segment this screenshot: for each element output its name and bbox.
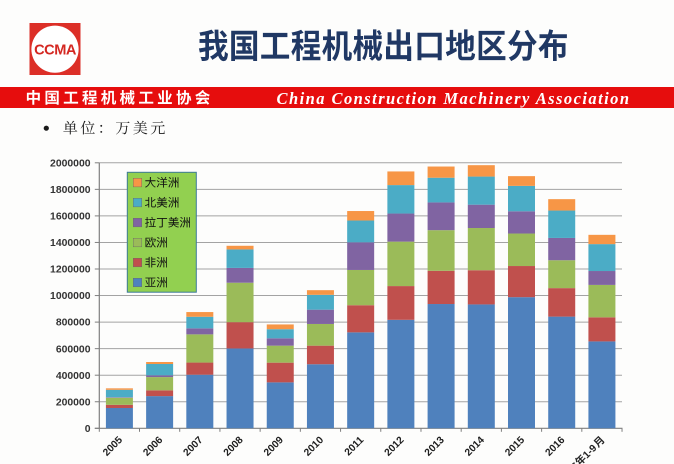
svg-text:CCMA: CCMA (34, 42, 77, 58)
svg-text:400000: 400000 (56, 371, 91, 382)
svg-text:0: 0 (85, 424, 91, 435)
svg-text:1200000: 1200000 (50, 265, 91, 276)
svg-text:2005: 2005 (101, 435, 125, 459)
svg-text:2011: 2011 (343, 435, 367, 459)
svg-text:2006: 2006 (141, 435, 165, 459)
svg-text:1400000: 1400000 (50, 238, 91, 249)
svg-text:800000: 800000 (56, 318, 91, 329)
svg-text:2013: 2013 (423, 435, 447, 459)
svg-text:1000000: 1000000 (50, 291, 91, 302)
svg-text:2010: 2010 (302, 435, 326, 459)
svg-text:600000: 600000 (56, 344, 91, 355)
svg-text:200000: 200000 (56, 397, 91, 408)
svg-text:2008: 2008 (222, 435, 246, 459)
svg-text:1600000: 1600000 (50, 212, 91, 223)
svg-text:China Construction Machinery A: China Construction Machinery Association (276, 89, 630, 108)
svg-text:2009: 2009 (262, 435, 286, 459)
svg-text:2015: 2015 (503, 435, 527, 459)
svg-text:2014: 2014 (463, 435, 487, 459)
svg-text:1800000: 1800000 (50, 185, 91, 196)
svg-text:2000000: 2000000 (50, 158, 91, 169)
svg-text:2012: 2012 (383, 435, 407, 459)
svg-text:2016: 2016 (544, 435, 568, 459)
svg-text:2007: 2007 (182, 435, 206, 459)
